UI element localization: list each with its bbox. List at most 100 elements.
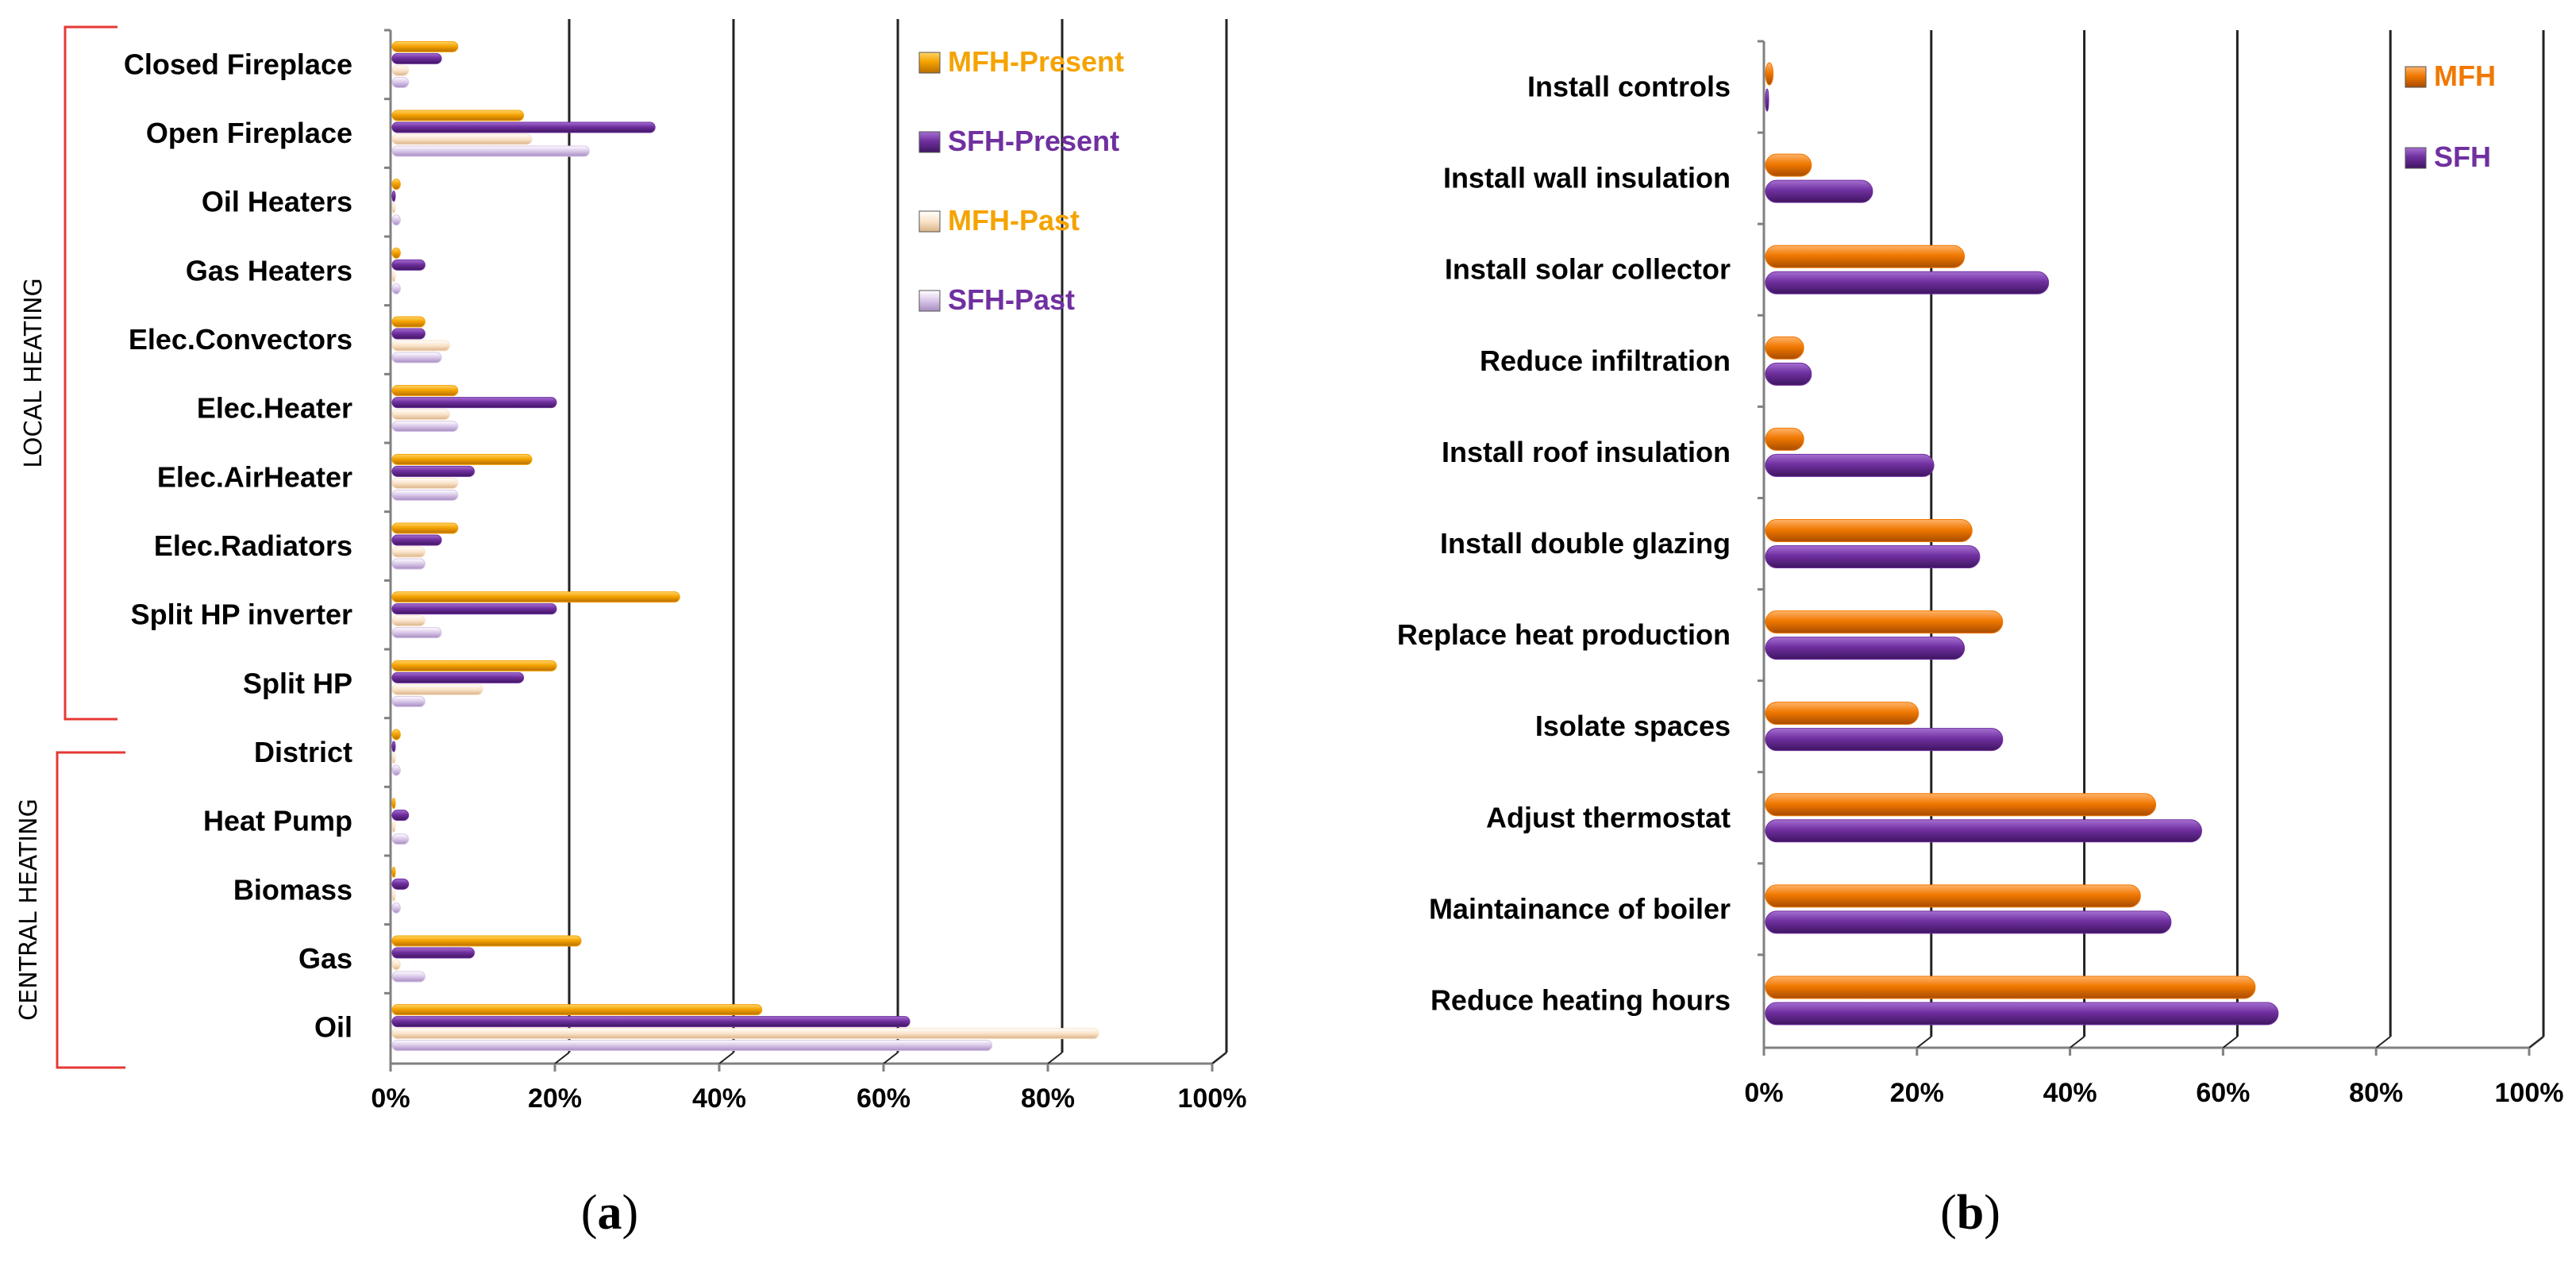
bar-a-oil-mfh-present (391, 1004, 763, 1016)
bar-a-split-hp-inverter-mfh-present (391, 591, 680, 603)
panel-b-gridline-foot-100 (2528, 1036, 2544, 1049)
bar-b-install-double-glazing-mfh (1765, 519, 1973, 542)
bar-a-oil-heaters-sfh-present (391, 190, 396, 202)
panel-b-category-label-install-double-glazing: Install double glazing (1440, 527, 1731, 560)
panel-a-legend-swatch-mfh-past (918, 210, 941, 233)
bar-a-elec-heater-sfh-past (391, 421, 459, 433)
panel-b-category-label-replace-heat-production: Replace heat production (1397, 618, 1731, 651)
bar-a-elec-convectors-sfh-present (391, 328, 425, 340)
bar-b-adjust-thermostat-mfh (1765, 793, 2157, 817)
bar-b-isolate-spaces-sfh (1765, 728, 2004, 752)
panel-b-tick-label-60: 60% (2196, 1078, 2250, 1108)
panel-a-category-label-gas-heaters: Gas Heaters (186, 254, 352, 287)
panel-a-category-label-elec-convectors: Elec.Convectors (129, 323, 352, 356)
bar-a-gas-sfh-past (391, 971, 425, 983)
bar-a-elec-heater-mfh-present (391, 385, 459, 397)
bar-b-install-controls-sfh (1765, 88, 1769, 112)
bar-a-elec-airheater-mfh-past (391, 477, 459, 489)
bar-a-elec-airheater-sfh-past (391, 489, 459, 501)
panel-a-legend-label-mfh-past: MFH-Past (948, 204, 1080, 237)
bar-a-closed-fireplace-mfh-present (391, 40, 459, 52)
panel-a-tick-label-0: 0% (371, 1083, 410, 1114)
panel-b-category-label-reduce-heating-hours: Reduce heating hours (1430, 983, 1731, 1016)
panel-a-legend-label-sfh-past: SFH-Past (948, 283, 1075, 316)
bar-a-oil-mfh-past (391, 1028, 1099, 1040)
bar-a-oil-sfh-present (391, 1016, 911, 1028)
bar-a-heat-pump-mfh-past (391, 822, 396, 833)
panel-a-gridline-foot-80 (1047, 1052, 1063, 1064)
panel-a-legend-swatch-sfh-past (918, 290, 941, 312)
bar-a-split-hp-inverter-mfh-past (391, 615, 425, 627)
bar-b-install-wall-insulation-sfh (1765, 179, 1873, 203)
panel-b-legend-swatch-sfh (2405, 147, 2427, 169)
panel-a-caption: (a) (581, 1186, 638, 1240)
bar-b-install-controls-mfh (1765, 62, 1774, 86)
bar-a-gas-heaters-mfh-past (391, 271, 396, 283)
panel-b-category-label-adjust-thermostat: Adjust thermostat (1486, 801, 1731, 833)
bar-b-reduce-heating-hours-mfh (1765, 975, 2256, 999)
bar-a-open-fireplace-sfh-present (391, 121, 656, 133)
bar-b-install-wall-insulation-mfh (1765, 153, 1812, 177)
panel-b-floor-line (1764, 1035, 2544, 1049)
panel-b-tick-label-80: 80% (2349, 1078, 2403, 1108)
bar-a-closed-fireplace-sfh-present (391, 52, 442, 64)
bar-a-elec-convectors-mfh-past (391, 340, 450, 352)
panel-b-category-labels: Install controls Install wall insulation I… (1397, 71, 1731, 1017)
bar-a-oil-heaters-sfh-past (391, 214, 401, 226)
bar-b-replace-heat-production-mfh (1765, 610, 2004, 634)
bar-a-district-mfh-present (391, 729, 401, 741)
bar-b-replace-heat-production-sfh (1765, 637, 1966, 660)
panel-b-gridline-foot-60 (2222, 1036, 2239, 1049)
panel-b-legend-swatch-mfh (2405, 66, 2427, 88)
group-bracket-local-heating: LOCAL HEATING (20, 25, 117, 721)
panel-b-caption-letter: b (1957, 1186, 1984, 1240)
bar-a-oil-heaters-mfh-past (391, 202, 396, 214)
bar-a-elec-heater-sfh-present (391, 397, 557, 409)
panel-a-category-label-heat-pump: Heat Pump (203, 805, 352, 837)
panel-b-category-label-isolate-spaces: Isolate spaces (1535, 710, 1731, 742)
bar-a-gas-mfh-present (391, 935, 582, 947)
panel-a-category-label-elec-airheater: Elec.AirHeater (157, 460, 352, 493)
bar-a-elec-airheater-mfh-present (391, 453, 533, 465)
panel-b-tick-label-40: 40% (2043, 1078, 2097, 1108)
bar-a-heat-pump-sfh-present (391, 810, 410, 822)
panel-a-gridlines (384, 19, 1228, 1065)
bar-b-reduce-infiltration-sfh (1765, 362, 1812, 386)
bar-a-biomass-mfh-present (391, 866, 396, 878)
bar-a-elec-heater-mfh-past (391, 409, 450, 421)
panel-b-tick-label-100: 100% (2495, 1078, 2564, 1108)
panel-a-tick-label-80: 80% (1021, 1083, 1075, 1114)
bar-b-reduce-infiltration-mfh (1765, 336, 1804, 360)
group-label-local-heating: LOCAL HEATING (20, 278, 48, 468)
bar-a-closed-fireplace-mfh-past (391, 64, 410, 76)
chart-panel-a: Closed Fireplace Open Fireplace Oil Heater… (15, 19, 1246, 1240)
group-bracket-central-heating: CENTRAL HEATING (15, 751, 125, 1069)
panel-a-bars (391, 40, 1099, 1052)
bar-b-install-double-glazing-sfh (1765, 545, 1981, 568)
bar-a-elec-convectors-mfh-present (391, 316, 425, 328)
bar-b-install-roof-insulation-mfh (1765, 427, 1804, 451)
panel-a-tick-label-60: 60% (857, 1083, 911, 1114)
panel-a-gridline-foot-40 (718, 1052, 734, 1064)
panel-b-bars (1765, 62, 2279, 1025)
panel-a-tick-label-100: 100% (1178, 1083, 1247, 1114)
bar-a-open-fireplace-sfh-past (391, 145, 590, 157)
panel-b-category-label-maintainance-of-boiler: Maintainance of boiler (1429, 892, 1731, 925)
panel-a-legend: MFH-Present SFH-Present MFH-Past SFH-Past (918, 45, 1124, 316)
panel-b-legend-label-sfh: SFH (2434, 140, 2491, 173)
panel-a-gridline-foot-60 (883, 1052, 899, 1064)
panel-b-category-label-install-wall-insulation: Install wall insulation (1443, 162, 1731, 194)
panel-a-category-label-split-hp: Split HP (243, 667, 352, 699)
panel-a-category-label-elec-heater: Elec.Heater (197, 392, 352, 425)
panel-a-tick-label-20: 20% (528, 1083, 582, 1114)
panel-a-category-label-oil: Oil (314, 1011, 352, 1044)
panel-a-legend-label-mfh-present: MFH-Present (948, 45, 1124, 78)
bar-a-open-fireplace-mfh-past (391, 133, 533, 145)
bar-a-split-hp-mfh-past (391, 683, 483, 695)
bar-b-install-solar-collector-sfh (1765, 271, 2050, 294)
panel-a-category-label-open-fireplace: Open Fireplace (146, 117, 352, 149)
panel-b-category-label-install-roof-insulation: Install roof insulation (1442, 436, 1731, 468)
panel-b-gridline-foot-20 (1916, 1036, 1932, 1049)
panel-a-tick-labels: 0% 20% 40% 60% 80% 100% (371, 1064, 1246, 1114)
